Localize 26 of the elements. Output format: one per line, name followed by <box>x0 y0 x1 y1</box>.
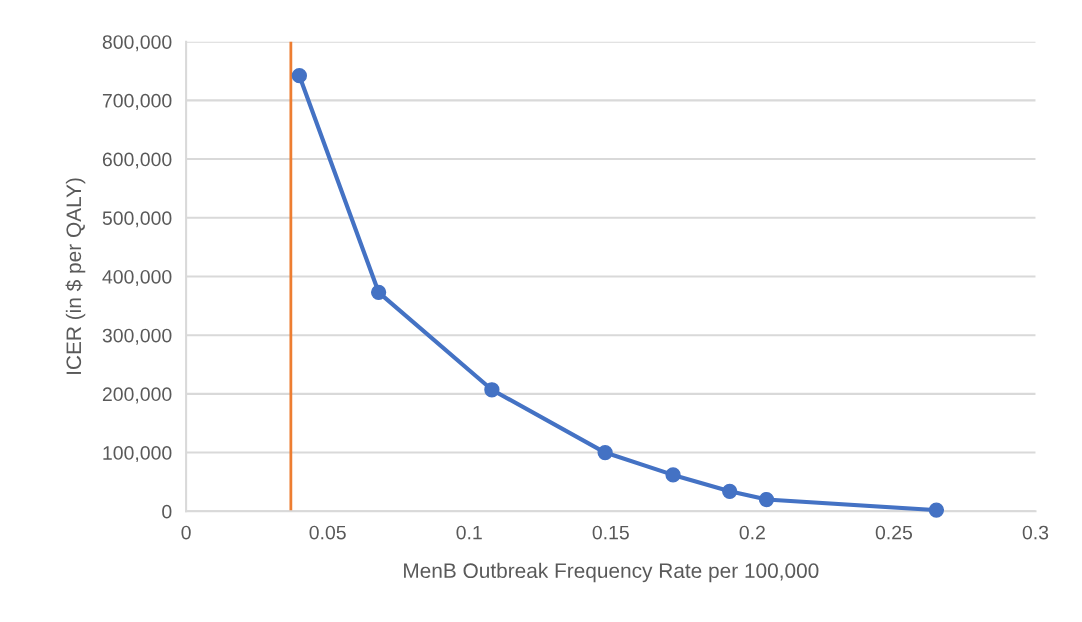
x-tick-label: 0.3 <box>1022 525 1049 540</box>
point <box>665 467 681 483</box>
y-tick-label: 500,000 <box>102 211 172 228</box>
point <box>928 502 945 518</box>
point <box>722 483 738 499</box>
x-tick-label: 0.15 <box>592 525 629 540</box>
point <box>291 68 307 84</box>
x-tick-label: 0.2 <box>739 525 765 540</box>
x-tick-label: 0.25 <box>875 525 913 540</box>
y-tick-label: 600,000 <box>102 152 172 169</box>
point <box>370 284 387 300</box>
x-tick-label: 0 <box>181 525 191 540</box>
y-tick-label: 700,000 <box>102 93 172 110</box>
y-tick-label: 800,000 <box>102 35 172 52</box>
point <box>597 444 613 461</box>
y-tick-label: 300,000 <box>102 328 172 345</box>
y-tick-label: 200,000 <box>102 387 172 404</box>
y-tick-label: 400,000 <box>102 269 172 287</box>
y-axis-title: ICER (in $ per QALY) <box>65 178 86 374</box>
x-axis-title: MenB Outbreak Frequency Rate per 100,000 <box>404 562 819 583</box>
x-tick-label: 0.1 <box>456 525 482 540</box>
point <box>758 491 775 508</box>
y-tick-label: 100,000 <box>103 446 172 463</box>
y-tick-label: 0 <box>162 504 172 519</box>
x-tick-label: 0.05 <box>309 525 346 540</box>
point <box>484 382 500 398</box>
